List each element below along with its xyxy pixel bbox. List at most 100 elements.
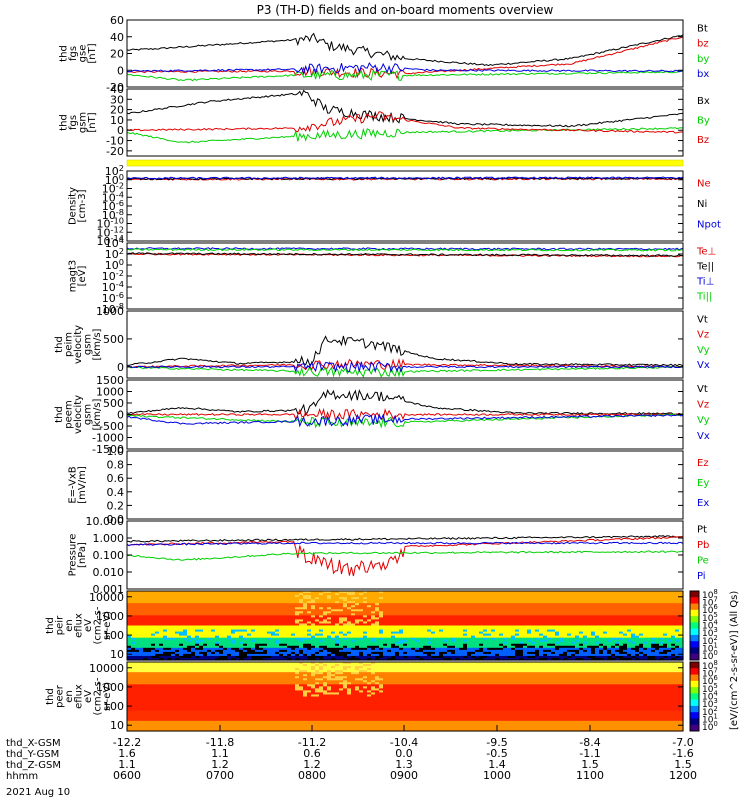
- spectrogram-cell: [147, 647, 152, 651]
- spectrogram-cell: [483, 609, 488, 612]
- spectrogram-cell: [575, 617, 580, 621]
- spectrogram-cell: [127, 597, 132, 600]
- spectrogram-cell: [379, 591, 384, 594]
- spectrogram-cell: [367, 653, 372, 657]
- spectrogram-cell: [139, 633, 144, 637]
- spectrogram-cell: [339, 601, 344, 604]
- spectrogram-cell: [139, 653, 144, 657]
- spectrogram-cell: [435, 593, 440, 596]
- spectrogram-cell: [311, 621, 316, 625]
- series-Vt: [126, 388, 684, 417]
- spectrogram-cell: [331, 621, 336, 625]
- spectrogram-cell: [663, 629, 668, 633]
- y-tick-label: 10-12: [97, 224, 124, 239]
- spectrogram-cell: [591, 591, 596, 594]
- spectrogram-cell: [171, 615, 176, 618]
- spectrogram-cell: [539, 635, 544, 639]
- spectrogram-cell: [675, 653, 680, 657]
- spectrogram-cell: [191, 611, 196, 614]
- spectrogram-cell: [211, 637, 216, 641]
- spectrogram-cell: [379, 653, 384, 657]
- spectrogram-cell: [131, 597, 136, 600]
- spectrogram-cell: [243, 649, 248, 653]
- spectrogram-cell: [351, 651, 356, 655]
- spectrogram-cell: [431, 641, 436, 645]
- spectrogram-cell: [579, 633, 584, 637]
- spectrogram-cell: [327, 635, 332, 639]
- spectrogram-cell: [495, 613, 500, 616]
- spectrogram-cell: [379, 593, 384, 596]
- spectrogram-cell: [367, 645, 372, 649]
- spectrogram-cell: [555, 643, 560, 647]
- spectrogram-cell: [263, 593, 268, 596]
- y-tick-label: -20: [106, 81, 124, 94]
- spectrogram-cell: [499, 629, 504, 633]
- spectrogram-cell: [199, 597, 204, 600]
- spectrogram-cell: [619, 653, 624, 657]
- spectrogram-cell: [503, 655, 508, 659]
- y-tick-label: 10000: [89, 591, 124, 604]
- spectrogram-cell: [315, 641, 320, 645]
- spectrogram-cell: [299, 595, 304, 598]
- spectrogram-cell: [319, 631, 324, 635]
- spectrogram-cell: [227, 601, 232, 604]
- spectrogram-cell: [147, 615, 152, 618]
- spectrogram-cell: [423, 595, 428, 598]
- spectrogram-cell: [531, 639, 536, 643]
- spectrogram-cell: [295, 643, 300, 647]
- spectrogram-cell: [139, 617, 144, 621]
- spectrogram-cell: [619, 635, 624, 639]
- spectrogram-cell: [427, 641, 432, 645]
- spectrogram-cell: [599, 617, 604, 621]
- spectrogram-cell: [579, 611, 584, 614]
- spectrogram-cell: [399, 647, 404, 651]
- spectrogram-cell: [251, 593, 256, 596]
- spectrogram-cell: [279, 649, 284, 653]
- spectrogram-cell: [591, 609, 596, 612]
- spectrogram-cell: [203, 623, 208, 627]
- spectrogram-cell: [611, 605, 616, 608]
- spectrogram-cell: [139, 651, 144, 655]
- spectrogram-cell: [587, 657, 592, 661]
- y-label-line: thd: [54, 406, 65, 423]
- spectrogram-cell: [483, 601, 488, 604]
- spectrogram-cell: [307, 619, 312, 623]
- spectrogram-cell: [671, 615, 676, 618]
- spectrogram-cell: [343, 651, 348, 655]
- spectrogram-cell: [471, 595, 476, 598]
- spectrogram-cell: [655, 597, 660, 600]
- spectrogram-cell: [343, 653, 348, 657]
- spectrogram-cell: [463, 623, 468, 627]
- spectrogram-cell: [483, 643, 488, 647]
- spectrogram-cell: [403, 591, 408, 594]
- spectrogram-cell: [455, 649, 460, 653]
- spectrogram-cell: [339, 655, 344, 659]
- spectrogram-cell: [223, 613, 228, 616]
- y-tick-label: 100: [105, 257, 124, 272]
- spectrogram-cell: [179, 641, 184, 645]
- spectrogram-cell: [643, 605, 648, 608]
- spectrogram-cell: [135, 643, 140, 647]
- spectrogram-cell: [307, 625, 312, 629]
- spectrogram-cell: [623, 653, 628, 657]
- spectrogram-cell: [451, 591, 456, 594]
- spectrogram-cell: [507, 613, 512, 616]
- spectrogram-cell: [203, 655, 208, 659]
- spectrogram-cell: [127, 653, 132, 657]
- spectrogram-cell: [639, 629, 644, 633]
- spectrogram-cell: [611, 655, 616, 659]
- spectrogram-cell: [271, 637, 276, 641]
- spectrogram-cell: [643, 635, 648, 639]
- spectrogram-cell: [191, 637, 196, 641]
- spectrogram-cell: [131, 629, 136, 633]
- spectrogram-cell: [455, 615, 460, 618]
- spectrogram-cell: [563, 627, 568, 631]
- spectrogram-cell: [507, 649, 512, 653]
- spectrogram-cell: [143, 595, 148, 598]
- spectrogram-cell: [367, 613, 372, 616]
- spectrogram-cell: [531, 651, 536, 655]
- spectrogram-cell: [523, 619, 528, 623]
- spectrogram-cell: [607, 635, 612, 639]
- spectrogram-cell: [619, 611, 624, 614]
- spectrogram-cell: [135, 609, 140, 612]
